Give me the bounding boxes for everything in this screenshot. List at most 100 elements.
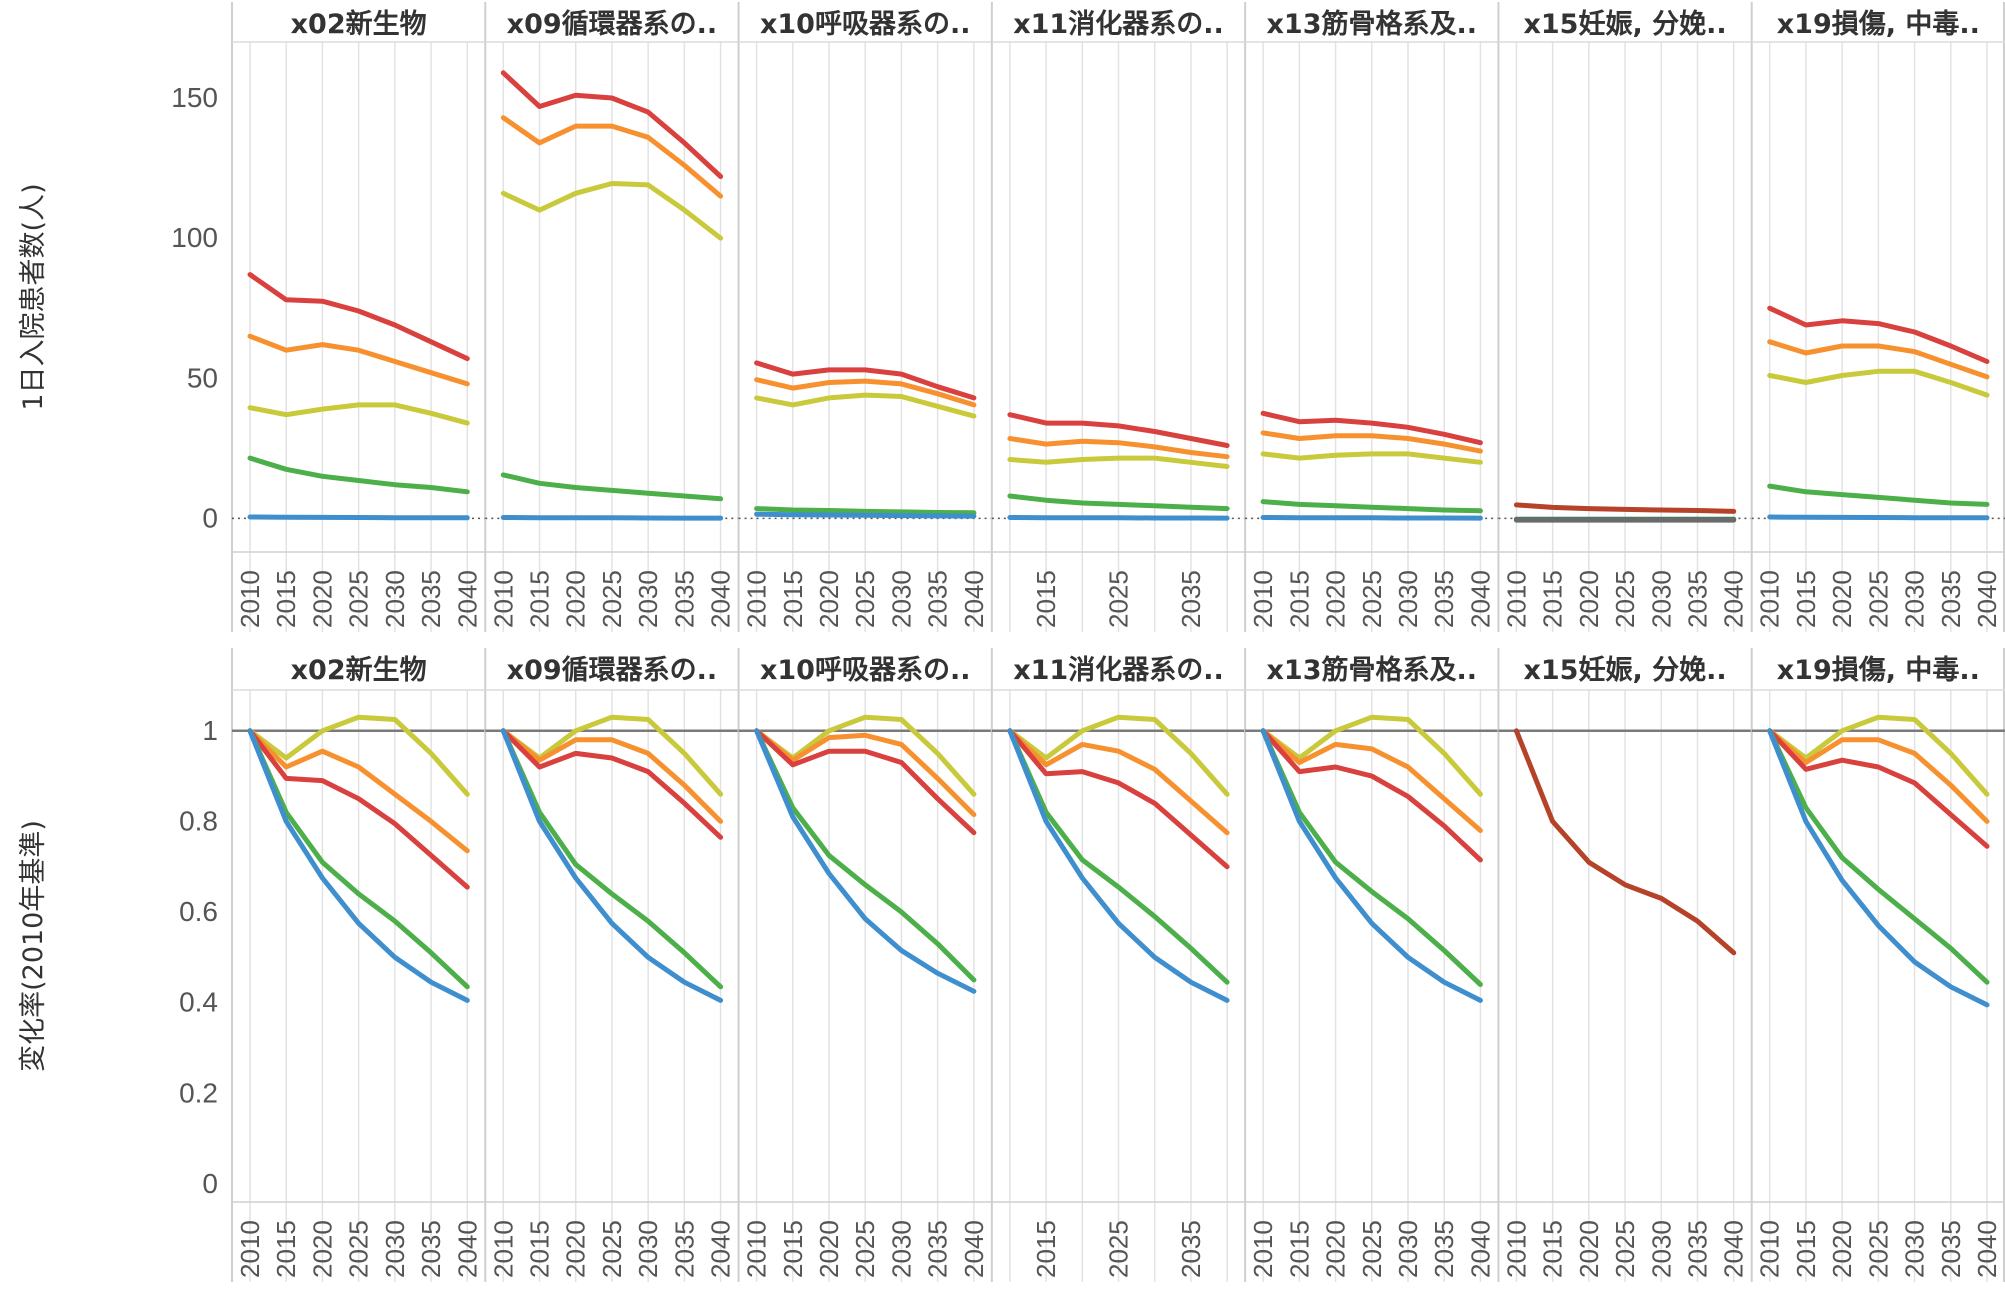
series-line xyxy=(500,181,724,241)
y-tick-label: 0 xyxy=(202,502,218,533)
x-tick-label: 2030 xyxy=(1900,1220,1930,1278)
x-tick-label: 2010 xyxy=(1755,570,1785,628)
x-tick-label: 2035 xyxy=(1683,570,1713,628)
y-tick-label: 1 xyxy=(202,715,218,746)
series-line xyxy=(247,728,470,1003)
x-tick-label: 2010 xyxy=(488,570,518,628)
series-line xyxy=(754,506,977,516)
x-tick-label: 2035 xyxy=(669,1220,699,1278)
panel-2-2: x09循環器系の.. 2010 2015 2020 2025 2030 2035 2040 xyxy=(484,648,739,1282)
x-tick-label: 2010 xyxy=(742,570,772,628)
x-tick-label: 2015 xyxy=(778,1220,808,1278)
series-line xyxy=(247,455,470,495)
series-line xyxy=(1007,728,1230,1003)
series-line xyxy=(754,511,977,519)
y-tick-label: 0.2 xyxy=(179,1077,218,1108)
series-line xyxy=(500,728,724,990)
y-tick-label: 0 xyxy=(202,1168,218,1199)
x-tick-label: 2030 xyxy=(1646,570,1676,628)
series-line xyxy=(1260,728,1483,1003)
x-tick-label: 2035 xyxy=(1176,1220,1206,1278)
x-tick-label: 2020 xyxy=(814,570,844,628)
series-line xyxy=(247,402,470,426)
x-tick-label: 2025 xyxy=(850,1220,880,1278)
x-tick-label: 2035 xyxy=(923,570,953,628)
panel-title: x02新生物 xyxy=(291,654,427,686)
panel-1-6: x15妊娠, 分娩.. 2010 2015 2020 2025 2030 2035 2040 xyxy=(1497,2,1752,632)
panel-title: x10呼吸器系の.. xyxy=(760,9,971,40)
y-tick-label: 0.6 xyxy=(179,896,218,927)
series-line xyxy=(1767,514,1990,521)
series-line xyxy=(247,333,470,387)
series-line xyxy=(1260,728,1483,833)
x-tick-label: 2030 xyxy=(380,1220,410,1278)
series-line xyxy=(1767,714,1990,797)
series-line xyxy=(1260,410,1483,446)
panel-title: x11消化器系の.. xyxy=(1013,655,1224,686)
series-line xyxy=(754,728,977,818)
series-line xyxy=(1513,728,1737,956)
series-line xyxy=(1513,502,1737,514)
x-tick-label: 2015 xyxy=(1791,570,1821,628)
series-line xyxy=(754,360,977,401)
panel-title: x02新生物 xyxy=(291,8,427,40)
x-tick-label: 2035 xyxy=(1936,570,1966,628)
x-tick-label: 2030 xyxy=(886,570,916,628)
x-tick-label: 2035 xyxy=(669,570,699,628)
panel-1-5: x13筋骨格系及.. 2010 2015 2020 2025 2030 2035 2040 xyxy=(1244,2,1499,632)
x-tick-label: 2040 xyxy=(1972,570,2002,628)
x-tick-label: 2015 xyxy=(525,570,555,628)
panel-title: x15妊娠, 分娩.. xyxy=(1523,655,1726,686)
x-tick-label: 2015 xyxy=(778,570,808,628)
x-tick-label: 2025 xyxy=(1863,570,1893,628)
series-line xyxy=(500,515,724,521)
y-tick-label: 0.8 xyxy=(179,805,218,836)
x-tick-label: 2035 xyxy=(1683,1220,1713,1278)
series-line xyxy=(1767,728,1990,1008)
x-tick-label: 2030 xyxy=(633,1220,663,1278)
series-line xyxy=(1260,728,1483,987)
panel-2-5: x13筋骨格系及.. 2010 2015 2020 2025 2030 2035 2040 xyxy=(1244,648,1499,1282)
series-line xyxy=(247,714,470,797)
series-line xyxy=(1007,714,1230,797)
series-line xyxy=(1260,515,1483,521)
x-tick-label: 2040 xyxy=(452,1220,482,1278)
x-tick-label: 2035 xyxy=(416,570,446,628)
x-tick-label: 2020 xyxy=(1827,1220,1857,1278)
series-line xyxy=(1007,436,1230,460)
x-tick-label: 2020 xyxy=(1827,570,1857,628)
series-line xyxy=(500,472,724,502)
x-tick-label: 2015 xyxy=(1538,570,1568,628)
x-tick-label: 2020 xyxy=(1321,1220,1351,1278)
x-tick-label: 2025 xyxy=(597,570,627,628)
series-line xyxy=(1007,728,1230,870)
series-line xyxy=(247,514,470,521)
series-line xyxy=(1260,451,1483,465)
panel-1-3: x10呼吸器系の.. 2010 2015 2020 2025 2030 2035 2040 xyxy=(737,2,992,632)
x-tick-label: 2040 xyxy=(959,1220,989,1278)
series-line xyxy=(1767,483,1990,507)
x-tick-label: 2035 xyxy=(416,1220,446,1278)
series-line xyxy=(1767,368,1990,398)
panel-title: x15妊娠, 分娩.. xyxy=(1523,9,1726,40)
x-tick-label: 2030 xyxy=(1900,570,1930,628)
x-tick-label: 2015 xyxy=(1031,1220,1061,1278)
y-axis-label: 変化率(2010年基準) xyxy=(18,820,49,1072)
series-line xyxy=(1007,728,1230,836)
panel-title: x09循環器系の.. xyxy=(507,9,718,40)
x-tick-label: 2040 xyxy=(452,570,482,628)
series-line xyxy=(247,728,470,890)
series-line xyxy=(1767,728,1990,849)
x-tick-label: 2025 xyxy=(597,1220,627,1278)
x-tick-label: 2030 xyxy=(886,1220,916,1278)
series-line xyxy=(1767,728,1990,985)
x-tick-label: 2020 xyxy=(1574,570,1604,628)
series-line xyxy=(1260,430,1483,454)
x-tick-label: 2025 xyxy=(1104,1220,1134,1278)
y-tick-label: 50 xyxy=(187,362,218,393)
x-tick-label: 2015 xyxy=(1031,570,1061,628)
series-line xyxy=(1767,728,1990,824)
